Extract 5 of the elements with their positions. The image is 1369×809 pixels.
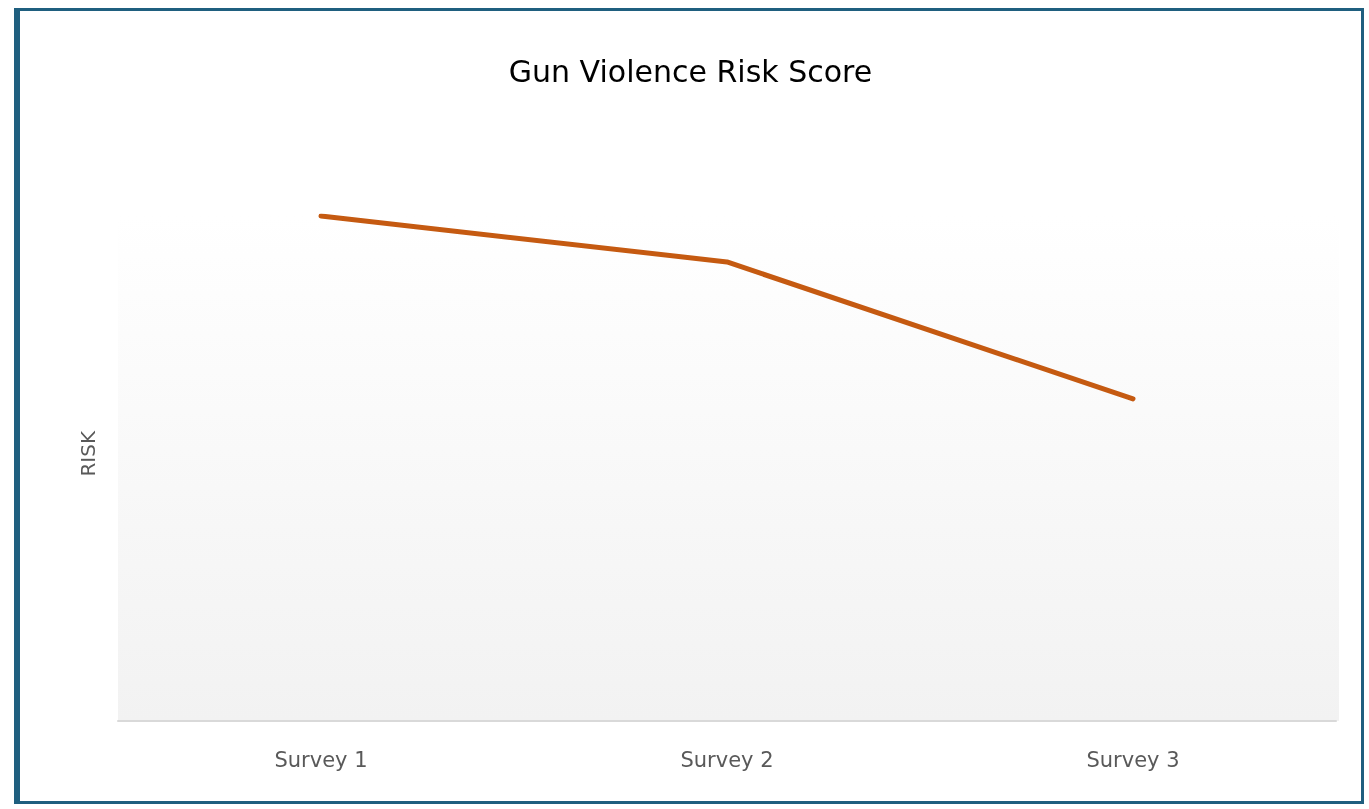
- x-tick-label: Survey 2: [680, 747, 774, 772]
- x-tick-label: Survey 1: [274, 747, 368, 772]
- x-tick-label: Survey 3: [1086, 747, 1180, 772]
- y-axis-title: RISK: [76, 430, 100, 477]
- chart-title: Gun Violence Risk Score: [508, 53, 873, 89]
